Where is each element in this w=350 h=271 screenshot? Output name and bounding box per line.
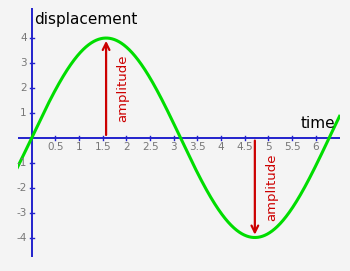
Text: 1: 1 (20, 108, 27, 118)
Text: 1.5: 1.5 (94, 142, 111, 152)
Text: amplitude: amplitude (265, 154, 278, 221)
Text: 1: 1 (76, 142, 82, 152)
Text: -2: -2 (16, 183, 27, 193)
Text: 3: 3 (170, 142, 177, 152)
Text: amplitude: amplitude (117, 54, 130, 122)
Text: 2.5: 2.5 (142, 142, 159, 152)
Text: 4: 4 (218, 142, 224, 152)
Text: 6: 6 (313, 142, 319, 152)
Text: displacement: displacement (34, 12, 138, 27)
Text: 5: 5 (265, 142, 272, 152)
Text: 2: 2 (123, 142, 130, 152)
Text: -3: -3 (16, 208, 27, 218)
Text: 0.5: 0.5 (47, 142, 64, 152)
Text: -1: -1 (16, 158, 27, 168)
Text: time: time (300, 116, 335, 131)
Text: 3.5: 3.5 (189, 142, 206, 152)
Text: 2: 2 (20, 83, 27, 93)
Text: -4: -4 (16, 233, 27, 243)
Text: 3: 3 (20, 58, 27, 68)
Text: 4: 4 (20, 33, 27, 43)
Text: 5.5: 5.5 (284, 142, 300, 152)
Text: 4.5: 4.5 (237, 142, 253, 152)
